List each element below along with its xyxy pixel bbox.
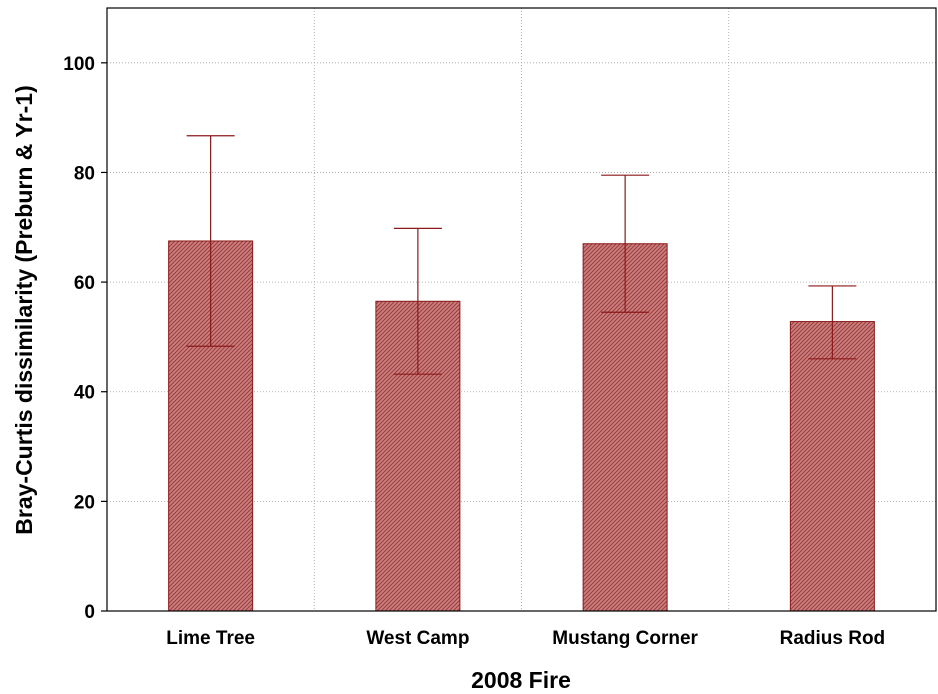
x-axis-title: 2008 Fire	[471, 667, 571, 693]
error-bars	[186, 135, 857, 375]
y-tick-label: 80	[74, 163, 95, 184]
plot-frame	[106, 7, 937, 612]
y-tick-label: 60	[74, 273, 95, 294]
y-axis-title: Bray-Curtis dissimilarity (Preburn & Yr-…	[11, 85, 37, 534]
x-category-label: West Camp	[366, 628, 469, 649]
y-tick-label: 20	[74, 492, 95, 513]
y-tick-label: 100	[63, 54, 95, 75]
y-axis-ticks: 0 20 40 60 80 100	[63, 54, 107, 623]
bar-radius-rod	[789, 321, 875, 612]
x-axis-labels: Lime Tree West Camp Mustang Corner Radius R…	[166, 628, 885, 649]
x-category-label: Lime Tree	[166, 628, 255, 649]
x-category-label: Radius Rod	[780, 628, 886, 649]
y-tick-label: 40	[74, 383, 95, 404]
y-tick-label: 0	[84, 602, 95, 623]
x-category-label: Mustang Corner	[552, 628, 698, 649]
